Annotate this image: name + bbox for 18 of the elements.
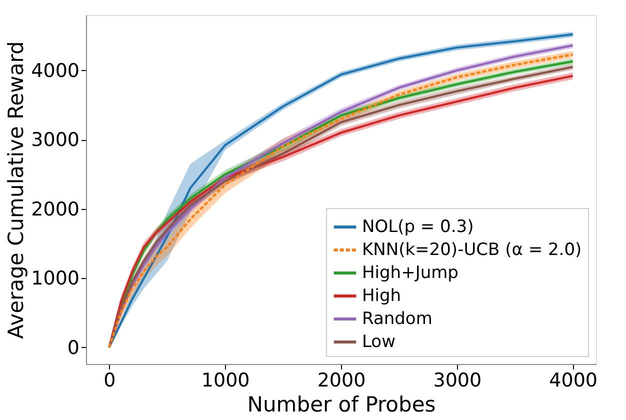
legend-label: High [362,286,402,306]
legend-label: High+Jump [362,263,458,283]
y-tick-label: 4000 [31,60,80,82]
y-tick-label: 3000 [31,129,80,152]
legend-label: NOL(p = 0.3) [362,217,474,237]
y-tick-label: 1000 [31,268,80,290]
x-axis-title: Number of Probes [247,392,436,416]
x-tick-label: 2000 [317,370,366,392]
legend-label: Low [362,332,396,352]
y-axis-title: Average Cumulative Reward [4,41,28,339]
legend-label: KNN(k=20)-UCB (α = 2.0) [362,240,582,260]
x-tick-label: 3000 [433,370,482,392]
y-tick-label: 0 [67,336,80,359]
x-tick-label: 0 [104,370,116,392]
x-tick-label: 4000 [549,370,598,392]
legend-label: Random [362,309,432,329]
x-tick-label: 1000 [201,370,250,392]
y-tick-label: 2000 [31,198,80,220]
